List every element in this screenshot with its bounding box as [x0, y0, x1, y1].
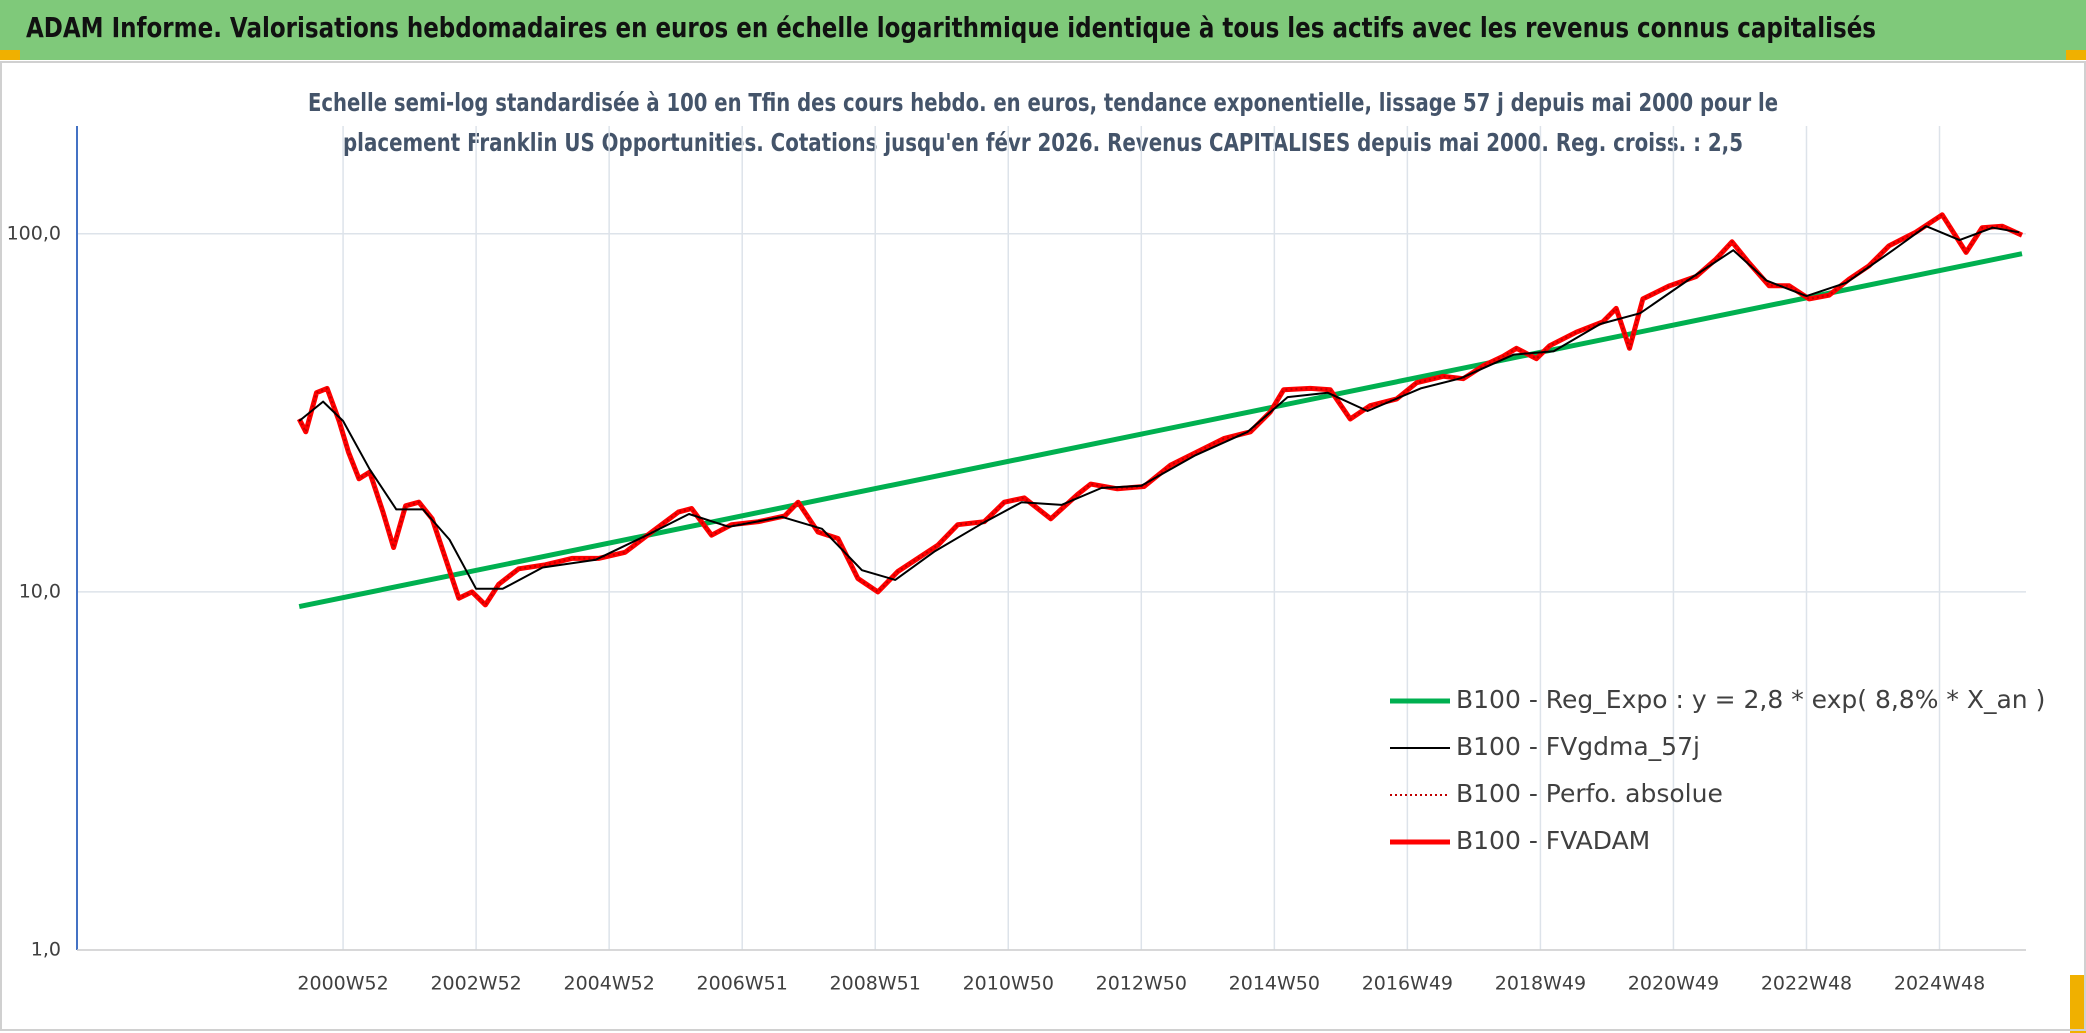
x-tick-label: 2016W49 — [1362, 973, 1453, 995]
x-tick-label: 2002W52 — [430, 973, 521, 995]
y-tick-label: 1,0 — [31, 939, 61, 961]
legend-label: B100 - Perfo. absolue — [1456, 779, 1723, 808]
frame — [0, 61, 2086, 1031]
corner-mark — [2070, 975, 2086, 1033]
corner-mark — [2066, 50, 2086, 60]
legend-label: B100 - FVADAM — [1456, 826, 1650, 855]
x-tick-label: 2014W50 — [1229, 973, 1320, 995]
x-tick-label: 2018W49 — [1495, 973, 1586, 995]
x-tick-label: 2012W50 — [1096, 973, 1187, 995]
x-tick-label: 2006W51 — [697, 973, 788, 995]
title-bar — [0, 0, 2086, 60]
chart-subtitle: Echelle semi-log standardisée à 100 en T… — [308, 88, 1778, 117]
y-tick-label: 10,0 — [19, 580, 61, 602]
corner-mark — [0, 50, 20, 60]
x-tick-label: 2022W48 — [1761, 973, 1852, 995]
chart-title: ADAM Informe. Valorisations hebdomadaire… — [26, 11, 1876, 44]
series-line — [298, 225, 2020, 590]
x-tick-label: 2000W52 — [297, 973, 388, 995]
x-tick-label: 2020W49 — [1628, 973, 1719, 995]
x-tick-label: 2004W52 — [563, 973, 654, 995]
y-tick-label: 100,0 — [7, 222, 61, 244]
x-tick-label: 2010W50 — [963, 973, 1054, 995]
legend-label: B100 - Reg_Expo : y = 2,8 * exp( 8,8% * … — [1456, 685, 2045, 714]
series-line — [298, 213, 2023, 606]
x-tick-label: 2008W51 — [830, 973, 921, 995]
chart-subtitle: placement Franklin US Opportunities. Cot… — [343, 128, 1743, 157]
series-line — [298, 251, 2023, 610]
legend-label: B100 - FVgdma_57j — [1456, 732, 1700, 761]
x-tick-label: 2024W48 — [1894, 973, 1985, 995]
